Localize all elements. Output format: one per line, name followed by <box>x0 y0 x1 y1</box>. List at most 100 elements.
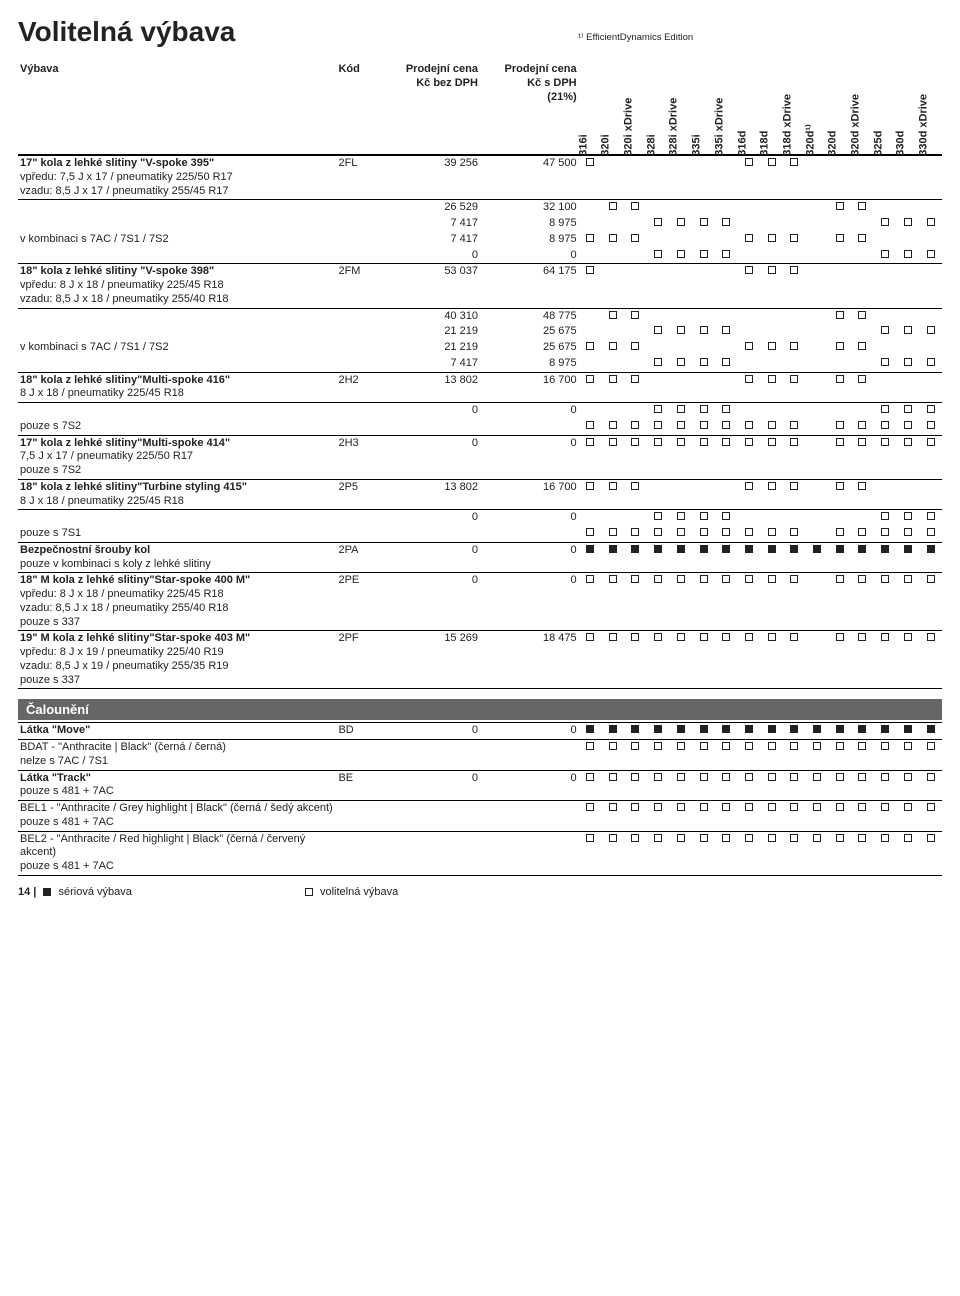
cell-mark <box>624 264 647 308</box>
cell-mark <box>851 216 874 232</box>
cell-mark <box>579 770 602 801</box>
cell-mark <box>715 573 738 631</box>
cell-price-inc: 0 <box>480 542 579 573</box>
cell-mark <box>715 372 738 403</box>
cell-mark <box>738 403 761 419</box>
cell-mark <box>647 479 670 510</box>
cell-mark <box>715 770 738 801</box>
cell-mark <box>828 510 851 526</box>
cell-desc: Bezpečnostní šrouby kolpouze v kombinaci… <box>18 542 336 573</box>
cell-mark <box>806 831 829 875</box>
cell-mark <box>692 831 715 875</box>
cell-mark <box>579 831 602 875</box>
cell-mark <box>647 631 670 689</box>
cell-mark <box>828 200 851 216</box>
cell-mark <box>669 155 692 200</box>
cell-mark <box>647 831 670 875</box>
cell-mark <box>692 232 715 248</box>
cell-mark <box>760 403 783 419</box>
cell-mark <box>896 510 919 526</box>
cell-mark <box>896 340 919 356</box>
col-model-14: 330d <box>896 62 919 155</box>
cell-mark <box>919 308 942 324</box>
table-row: 19" M kola z lehké slitiny"Star-spoke 40… <box>18 631 942 689</box>
cell-mark <box>828 723 851 740</box>
cell-mark <box>715 340 738 356</box>
cell-mark <box>874 770 897 801</box>
cell-mark <box>919 372 942 403</box>
cell-mark <box>874 403 897 419</box>
cell-mark <box>601 631 624 689</box>
cell-price-inc: 0 <box>480 403 579 419</box>
cell-mark <box>669 479 692 510</box>
cell-mark <box>783 801 806 832</box>
cell-code: 2P5 <box>336 479 381 510</box>
cell-price-inc: 25 675 <box>480 340 579 356</box>
cell-code <box>336 340 381 356</box>
cell-mark <box>806 740 829 771</box>
cell-mark <box>896 573 919 631</box>
cell-price-ex: 0 <box>381 403 480 419</box>
cell-mark <box>919 631 942 689</box>
cell-desc <box>18 248 336 264</box>
cell-price-inc: 0 <box>480 573 579 631</box>
cell-price-inc: 47 500 <box>480 155 579 200</box>
cell-mark <box>896 216 919 232</box>
cell-price-inc <box>480 526 579 542</box>
col-model-11: 320d <box>828 62 851 155</box>
cell-desc: v kombinaci s 7AC / 7S1 / 7S2 <box>18 232 336 248</box>
cell-price-ex: 0 <box>381 542 480 573</box>
cell-mark <box>715 740 738 771</box>
cell-mark <box>851 155 874 200</box>
cell-mark <box>828 340 851 356</box>
col-desc: Výbava <box>18 62 336 155</box>
cell-mark <box>828 479 851 510</box>
cell-mark <box>624 308 647 324</box>
cell-mark <box>624 155 647 200</box>
cell-mark <box>738 740 761 771</box>
cell-mark <box>828 740 851 771</box>
col-model-9: 318d xDrive <box>783 62 806 155</box>
cell-mark <box>738 372 761 403</box>
cell-code <box>336 801 381 832</box>
cell-mark <box>851 403 874 419</box>
cell-mark <box>760 542 783 573</box>
table-row: 00 <box>18 248 942 264</box>
cell-mark <box>647 232 670 248</box>
cell-mark <box>647 770 670 801</box>
cell-mark <box>601 573 624 631</box>
cell-mark <box>760 200 783 216</box>
cell-price-inc <box>480 801 579 832</box>
legend-opt: volitelná výbava <box>305 886 398 898</box>
cell-mark <box>760 740 783 771</box>
cell-mark <box>601 770 624 801</box>
cell-desc: Látka "Move" <box>18 723 336 740</box>
cell-mark <box>851 264 874 308</box>
cell-mark <box>715 155 738 200</box>
cell-price-inc: 8 975 <box>480 356 579 372</box>
cell-mark <box>806 372 829 403</box>
cell-mark <box>738 248 761 264</box>
cell-mark <box>919 356 942 372</box>
cell-mark <box>828 419 851 435</box>
cell-mark <box>715 232 738 248</box>
cell-mark <box>806 200 829 216</box>
cell-price-ex: 7 417 <box>381 232 480 248</box>
cell-mark <box>624 770 647 801</box>
cell-mark <box>601 526 624 542</box>
cell-mark <box>624 324 647 340</box>
cell-mark <box>624 435 647 479</box>
cell-mark <box>919 723 942 740</box>
cell-mark <box>738 419 761 435</box>
cell-mark <box>760 526 783 542</box>
cell-mark <box>874 740 897 771</box>
cell-mark <box>692 542 715 573</box>
cell-mark <box>738 479 761 510</box>
cell-mark <box>624 542 647 573</box>
cell-mark <box>919 155 942 200</box>
cell-price-ex: 7 417 <box>381 356 480 372</box>
cell-price-inc: 16 700 <box>480 479 579 510</box>
table-row: 00 <box>18 403 942 419</box>
cell-mark <box>692 573 715 631</box>
cell-mark <box>851 740 874 771</box>
